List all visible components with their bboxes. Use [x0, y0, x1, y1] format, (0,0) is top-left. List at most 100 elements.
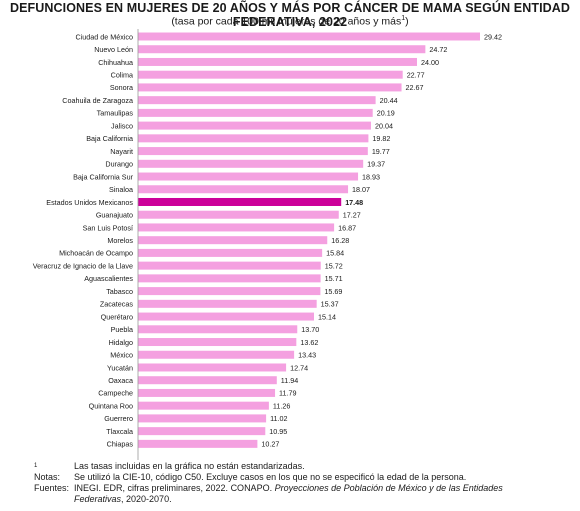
- chart-subtitle: (tasa por cada 100 mil mujeres de 20 año…: [0, 15, 580, 28]
- bar: [138, 147, 368, 156]
- category-label: Nuevo León: [94, 45, 133, 54]
- value-label: 19.77: [372, 147, 390, 156]
- category-label: Quintana Roo: [89, 401, 133, 410]
- sources-text: INEGI. EDR, cifras preliminares, 2022. C…: [74, 483, 574, 505]
- subtitle-footnote-mark: 1: [401, 15, 406, 22]
- category-label: Sinaloa: [109, 185, 133, 194]
- bar: [138, 261, 321, 270]
- notes-text: Se utilizó la CIE-10, código C50. Excluy…: [74, 472, 574, 483]
- bar: [138, 223, 335, 232]
- bar-highlight: [138, 197, 342, 206]
- category-label: Yucatán: [107, 363, 133, 372]
- value-label: 15.14: [318, 312, 336, 321]
- footnotes: 1 Las tasas incluidas en la gráfica no e…: [34, 461, 574, 505]
- bar: [138, 32, 480, 41]
- value-label: 15.69: [324, 287, 342, 296]
- category-label: Ciudad de México: [75, 32, 133, 41]
- subtitle-close: ): [405, 15, 409, 28]
- category-label: Querétaro: [101, 312, 133, 321]
- footnote-1-key: 1: [34, 463, 38, 469]
- value-label: 18.93: [362, 172, 380, 181]
- category-label: Tlaxcala: [106, 427, 133, 436]
- value-label: 24.00: [421, 58, 439, 67]
- value-label: 13.62: [300, 338, 318, 347]
- notes-key: Notas:: [34, 472, 61, 482]
- category-label: Campeche: [98, 389, 133, 398]
- value-label: 19.82: [372, 134, 390, 143]
- bar: [138, 338, 297, 347]
- value-label: 16.28: [331, 236, 349, 245]
- value-label: 17.48: [345, 198, 363, 207]
- value-label: 10.27: [261, 440, 279, 449]
- sources-conapo: CONAPO: [230, 483, 270, 493]
- bar: [138, 388, 276, 397]
- bar: [138, 312, 314, 321]
- sources-italic-b: Federativas: [74, 494, 122, 504]
- value-label: 22.67: [406, 83, 424, 92]
- value-label: 19.37: [367, 160, 385, 169]
- bar: [138, 70, 403, 79]
- value-label: 15.72: [325, 261, 343, 270]
- value-label: 24.72: [429, 45, 447, 54]
- category-label: México: [110, 351, 133, 360]
- bar: [138, 108, 373, 117]
- bar: [138, 414, 267, 423]
- bar: [138, 363, 287, 372]
- value-label: 22.77: [407, 70, 425, 79]
- value-label: 11.79: [279, 389, 296, 398]
- category-label: Michoacán de Ocampo: [59, 249, 133, 258]
- bar: [138, 134, 369, 143]
- footnote-1: 1 Las tasas incluidas en la gráfica no e…: [34, 461, 574, 472]
- value-label: 10.95: [269, 427, 287, 436]
- category-label: Sonora: [110, 83, 133, 92]
- bar: [138, 172, 359, 181]
- category-label: Tabasco: [106, 287, 133, 296]
- category-label: Zacatecas: [100, 300, 134, 309]
- bar: [138, 210, 339, 219]
- category-label: Chihuahua: [98, 58, 133, 67]
- bar: [138, 83, 402, 92]
- notes-text-a: Se utilizó la: [74, 472, 123, 482]
- bar: [138, 299, 317, 308]
- bar: [138, 96, 376, 105]
- footnote-sources: Fuentes: INEGI. EDR, cifras preliminares…: [34, 483, 574, 505]
- category-label: Jalisco: [111, 121, 133, 130]
- bar: [138, 45, 426, 54]
- notes-cie: CIE: [122, 472, 138, 482]
- footnote-1-text: Las tasas incluidas en la gráfica no est…: [74, 461, 305, 471]
- category-label: Tamaulipas: [97, 109, 134, 118]
- value-label: 15.84: [326, 249, 344, 258]
- value-label: 18.07: [352, 185, 370, 194]
- bar: [138, 185, 349, 194]
- category-label: Chiapas: [107, 440, 134, 449]
- value-label: 17.27: [343, 211, 361, 220]
- bar: [138, 236, 328, 245]
- value-label: 11.94: [281, 376, 298, 385]
- bar: [138, 248, 323, 257]
- bar: [138, 427, 266, 436]
- value-label: 15.71: [325, 274, 343, 283]
- category-label: Nayarit: [110, 147, 133, 156]
- footnote-notes: Notas: Se utilizó la CIE-10, código C50.…: [34, 472, 574, 483]
- bar: [138, 439, 258, 448]
- bar: [138, 325, 298, 334]
- value-label: 20.44: [380, 96, 398, 105]
- value-label: 11.02: [270, 414, 287, 423]
- category-label: Guerrero: [104, 414, 133, 423]
- value-label: 16.87: [338, 223, 356, 232]
- notes-text-b: -10, código C50. Excluye casos en los qu…: [137, 472, 467, 482]
- category-label: Durango: [105, 160, 133, 169]
- category-label: Baja California Sur: [73, 172, 134, 181]
- bar-chart: Ciudad de México 29.42 Nuevo León 24.72 Chih…: [33, 29, 502, 460]
- sources-inegi: INEGI. EDR: [74, 483, 123, 493]
- sources-text-c: , 2020-2070.: [121, 494, 172, 504]
- value-label: 29.42: [484, 32, 502, 41]
- bar: [138, 274, 321, 283]
- bar: [138, 121, 371, 130]
- bar: [138, 57, 417, 66]
- category-label: San Luis Potosí: [83, 223, 133, 232]
- category-label: Aguascalientes: [84, 274, 133, 283]
- category-label: Hidalgo: [109, 338, 133, 347]
- bar: [138, 376, 277, 385]
- sources-key: Fuentes:: [34, 483, 70, 493]
